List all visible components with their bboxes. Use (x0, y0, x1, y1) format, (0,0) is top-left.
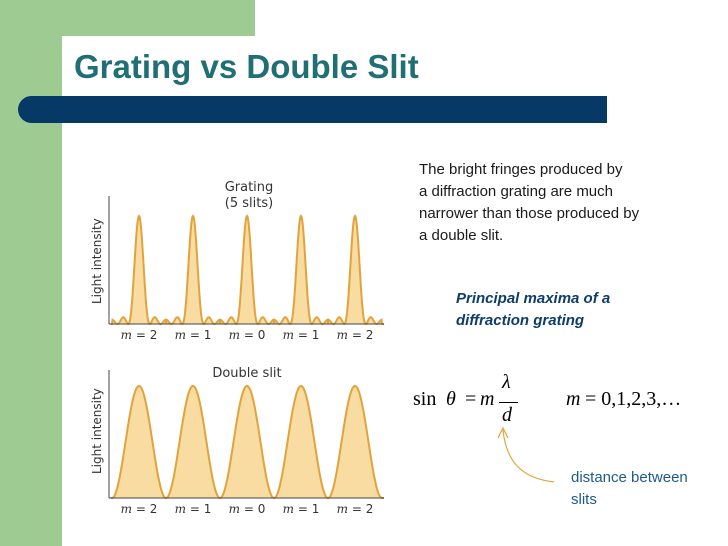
equation-fraction-bar (499, 402, 518, 403)
order-label: m = 1 (282, 502, 320, 516)
equation-d: d (502, 404, 512, 426)
heading-line2: diffraction grating (456, 312, 585, 329)
slide-title: Grating vs Double Slit (74, 48, 419, 85)
description-line: a diffraction grating are much (419, 183, 613, 200)
description-text: The bright fringes produced by a diffrac… (419, 159, 709, 247)
intensity-fill (111, 216, 384, 324)
intensity-fill (111, 386, 384, 498)
annotation-line1: distance between (571, 469, 688, 486)
top-green-strip (0, 0, 255, 36)
equation-equals: = (465, 388, 477, 410)
grating-title-line1: Grating (224, 180, 274, 195)
description-line: a double slit. (419, 227, 504, 244)
intensity-curve (111, 384, 384, 500)
double-slit-panel-title: Double slit (212, 366, 282, 381)
intensity-curve (111, 214, 384, 326)
left-green-strip (0, 0, 62, 546)
distance-annotation: distance between slits (571, 467, 688, 511)
order-label: m = 2 (120, 328, 158, 342)
heading-line1: Principal maxima of a (456, 290, 611, 307)
order-label: m = 1 (282, 328, 320, 342)
grating-panel-title: Grating (5 slits) (204, 180, 294, 212)
order-label: m = 2 (336, 328, 374, 342)
grating-intensity-plot (108, 196, 384, 326)
description-line: The bright fringes produced by (419, 161, 623, 178)
order-label: m = 0 (228, 502, 266, 516)
order-label: m = 0 (228, 328, 266, 342)
double-slit-y-axis-label: Light intensity (90, 388, 104, 474)
annotation-line2: slits (571, 491, 597, 508)
equation-m: m (480, 388, 495, 410)
title-underline-bar (18, 96, 607, 123)
annotation-arrow (497, 426, 555, 483)
equation-theta: θ (446, 388, 456, 410)
equation-m-values: = 0,1,2,3,… (585, 388, 682, 410)
order-label: m = 1 (174, 328, 212, 342)
equation-m-values-var: m (566, 388, 581, 410)
order-label: m = 2 (336, 502, 374, 516)
principal-maxima-heading: Principal maxima of a diffraction gratin… (456, 288, 610, 332)
grating-y-axis-label: Light intensity (90, 218, 104, 304)
double-slit-intensity-plot (108, 370, 384, 500)
order-label: m = 1 (174, 502, 212, 516)
grating-intensity-figure: Grating (5 slits) Light intensity m = 2 m… (86, 176, 386, 348)
order-label: m = 2 (120, 502, 158, 516)
double-slit-intensity-figure: Double slit Light intensity m = 2 m = 1 m … (86, 362, 386, 518)
description-line: narrower than those produced by (419, 205, 640, 222)
equation-sin: sin (413, 388, 437, 410)
equation-lambda: λ (502, 371, 511, 393)
grating-title-line2: (5 slits) (224, 196, 274, 211)
